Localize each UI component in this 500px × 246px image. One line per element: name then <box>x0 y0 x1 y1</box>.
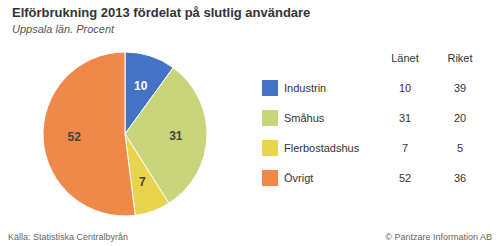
legend-swatch <box>262 110 278 126</box>
legend-value: 36 <box>454 172 466 184</box>
legend-header: Riket <box>447 52 472 64</box>
legend-value: 39 <box>454 82 466 94</box>
legend-label: Flerbostadshus <box>284 142 360 154</box>
subtitle: Uppsala län. Procent <box>12 23 115 35</box>
annotation: Källa: Statistiska Centralbyrån <box>8 232 128 242</box>
legend-value: 5 <box>457 142 463 154</box>
data-label: 31 <box>169 129 183 143</box>
legend-header: Länet <box>391 52 419 64</box>
legend-label: Industrin <box>284 82 326 94</box>
data-label: 10 <box>134 79 148 93</box>
data-label: 7 <box>139 175 146 189</box>
legend-swatch <box>262 80 278 96</box>
legend-swatch <box>262 170 278 186</box>
legend-value: 31 <box>399 112 411 124</box>
chart: Elförbrukning 2013 fördelat på slutlig a… <box>0 0 500 246</box>
data-label: 52 <box>68 130 82 144</box>
legend: Länet Riket Industrin 10 39 Småhus 31 20 Flerbos… <box>262 52 473 186</box>
legend-label: Övrigt <box>284 172 313 184</box>
legend-value: 10 <box>399 82 411 94</box>
annotation: © Pantzare Information AB <box>385 232 492 242</box>
legend-swatch <box>262 140 278 156</box>
title: Elförbrukning 2013 fördelat på slutlig a… <box>12 5 310 20</box>
pie <box>43 52 207 216</box>
legend-value: 52 <box>399 172 411 184</box>
legend-value: 7 <box>402 142 408 154</box>
pie-slice <box>43 52 135 216</box>
legend-value: 20 <box>454 112 466 124</box>
data-labels: 10 31 7 52 <box>68 79 183 189</box>
legend-label: Småhus <box>284 112 325 124</box>
